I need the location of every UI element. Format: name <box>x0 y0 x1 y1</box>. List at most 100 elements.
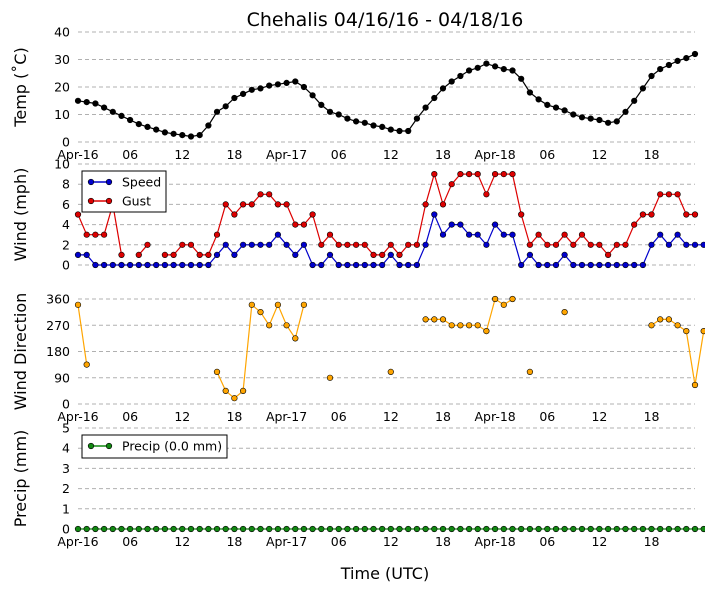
direction-data-point <box>439 316 447 323</box>
wind-data-point <box>196 251 203 258</box>
precip-legend: Precip (0.0 mm) <box>81 434 228 459</box>
wind-data-point <box>187 241 195 248</box>
direction-x-tick-label: Apr-17 <box>266 409 307 424</box>
precip-legend-label: Precip (0.0 mm) <box>122 439 222 454</box>
wind-data-point <box>231 211 238 218</box>
wind-data-point <box>361 261 368 269</box>
wind-data-point <box>240 241 247 248</box>
wind-data-point <box>578 261 586 269</box>
direction-data-point <box>300 301 308 308</box>
precip-data-point <box>466 525 473 533</box>
direction-data-point <box>492 295 499 303</box>
precip-data-point <box>604 525 612 533</box>
temp-y-tick-label: 40 <box>54 25 70 40</box>
wind-data-point <box>657 191 664 198</box>
precip-data-point <box>361 525 368 533</box>
wind-data-point <box>509 171 516 178</box>
wind-data-point <box>309 211 316 218</box>
direction-data-point <box>74 301 82 308</box>
wind-data-point <box>422 241 429 248</box>
direction-series-line <box>77 304 88 365</box>
direction-data-point <box>474 322 481 329</box>
wind-data-point <box>639 261 647 269</box>
wind-legend-marker <box>105 197 113 205</box>
temp-data-point <box>552 104 560 111</box>
direction-y-tick-label: 0 <box>62 397 70 412</box>
x-axis-title: Time (UTC) <box>340 564 429 583</box>
wind-data-point <box>300 241 308 248</box>
temp-data-point <box>474 64 481 71</box>
wind-data-point <box>526 251 534 258</box>
wind-data-point <box>552 241 560 248</box>
temp-data-point <box>266 82 273 89</box>
wind-data-point <box>535 231 542 238</box>
temp-y-axis-title: Temp (˚C) <box>11 47 30 127</box>
wind-data-point <box>474 231 481 238</box>
wind-data-point <box>353 241 360 248</box>
wind-data-point <box>266 191 273 198</box>
direction-data-point <box>657 316 664 323</box>
wind-data-point <box>413 241 421 248</box>
precip-data-point <box>309 525 316 533</box>
direction-data-point <box>326 374 334 381</box>
wind-data-point <box>587 241 594 248</box>
wind-data-point <box>318 241 325 248</box>
direction-data-point <box>526 368 534 376</box>
temp-data-point <box>344 115 351 122</box>
temp-y-tick-label: 0 <box>62 135 70 150</box>
precip-data-point <box>187 525 195 533</box>
precip-data-point <box>135 525 142 533</box>
wind-data-point <box>370 261 377 269</box>
wind-data-point <box>587 261 594 269</box>
wind-data-point <box>613 261 620 269</box>
wind-data-point <box>631 261 638 269</box>
precip-data-point <box>83 525 90 533</box>
direction-data-point <box>213 368 221 376</box>
precip-data-point <box>248 525 255 533</box>
wind-y-tick-label: 8 <box>62 177 70 192</box>
temp-series-line <box>77 53 696 138</box>
wind-data-point <box>500 231 507 238</box>
wind-data-point <box>431 211 438 218</box>
direction-data-point <box>691 381 699 389</box>
wind-data-point <box>300 221 308 228</box>
precip-data-point <box>657 525 664 533</box>
precip-data-point <box>622 525 629 533</box>
direction-data-point <box>431 316 438 323</box>
wind-data-point <box>222 241 229 248</box>
precip-data-point <box>518 525 525 533</box>
wind-data-point <box>631 221 638 228</box>
temp-data-point <box>274 81 282 88</box>
wind-data-point <box>466 231 473 238</box>
temp-x-tick-label: 18 <box>435 147 451 162</box>
wind-data-point <box>604 261 612 269</box>
direction-data-point <box>674 322 681 329</box>
wind-data-point <box>622 261 629 269</box>
precip-data-point <box>335 525 342 533</box>
direction-data-point <box>648 322 655 329</box>
direction-data-point <box>387 368 394 376</box>
temp-data-point <box>335 111 342 118</box>
wind-data-point <box>109 261 116 269</box>
precip-data-point <box>326 525 334 533</box>
precip-data-point <box>92 525 99 533</box>
temp-x-tick-label: 06 <box>539 147 555 162</box>
wind-data-point <box>326 231 334 238</box>
wind-data-point <box>127 261 134 269</box>
temp-data-point <box>422 104 429 111</box>
wind-legend-marker <box>105 178 113 186</box>
precip-data-point <box>274 525 282 533</box>
wind-y-axis-title: Wind (mph) <box>11 168 30 262</box>
temp-data-point <box>300 83 308 91</box>
wind-data-point <box>396 251 403 258</box>
precip-data-point <box>422 525 429 533</box>
precip-data-point <box>570 525 577 533</box>
wind-legend: Speed Gust <box>81 170 167 213</box>
wind-data-point <box>639 211 647 218</box>
wind-y-tick-label: 0 <box>62 258 70 273</box>
precip-data-point <box>483 525 490 533</box>
temp-data-point <box>370 122 377 129</box>
precip-data-point <box>457 525 464 533</box>
wind-data-point <box>570 261 577 269</box>
